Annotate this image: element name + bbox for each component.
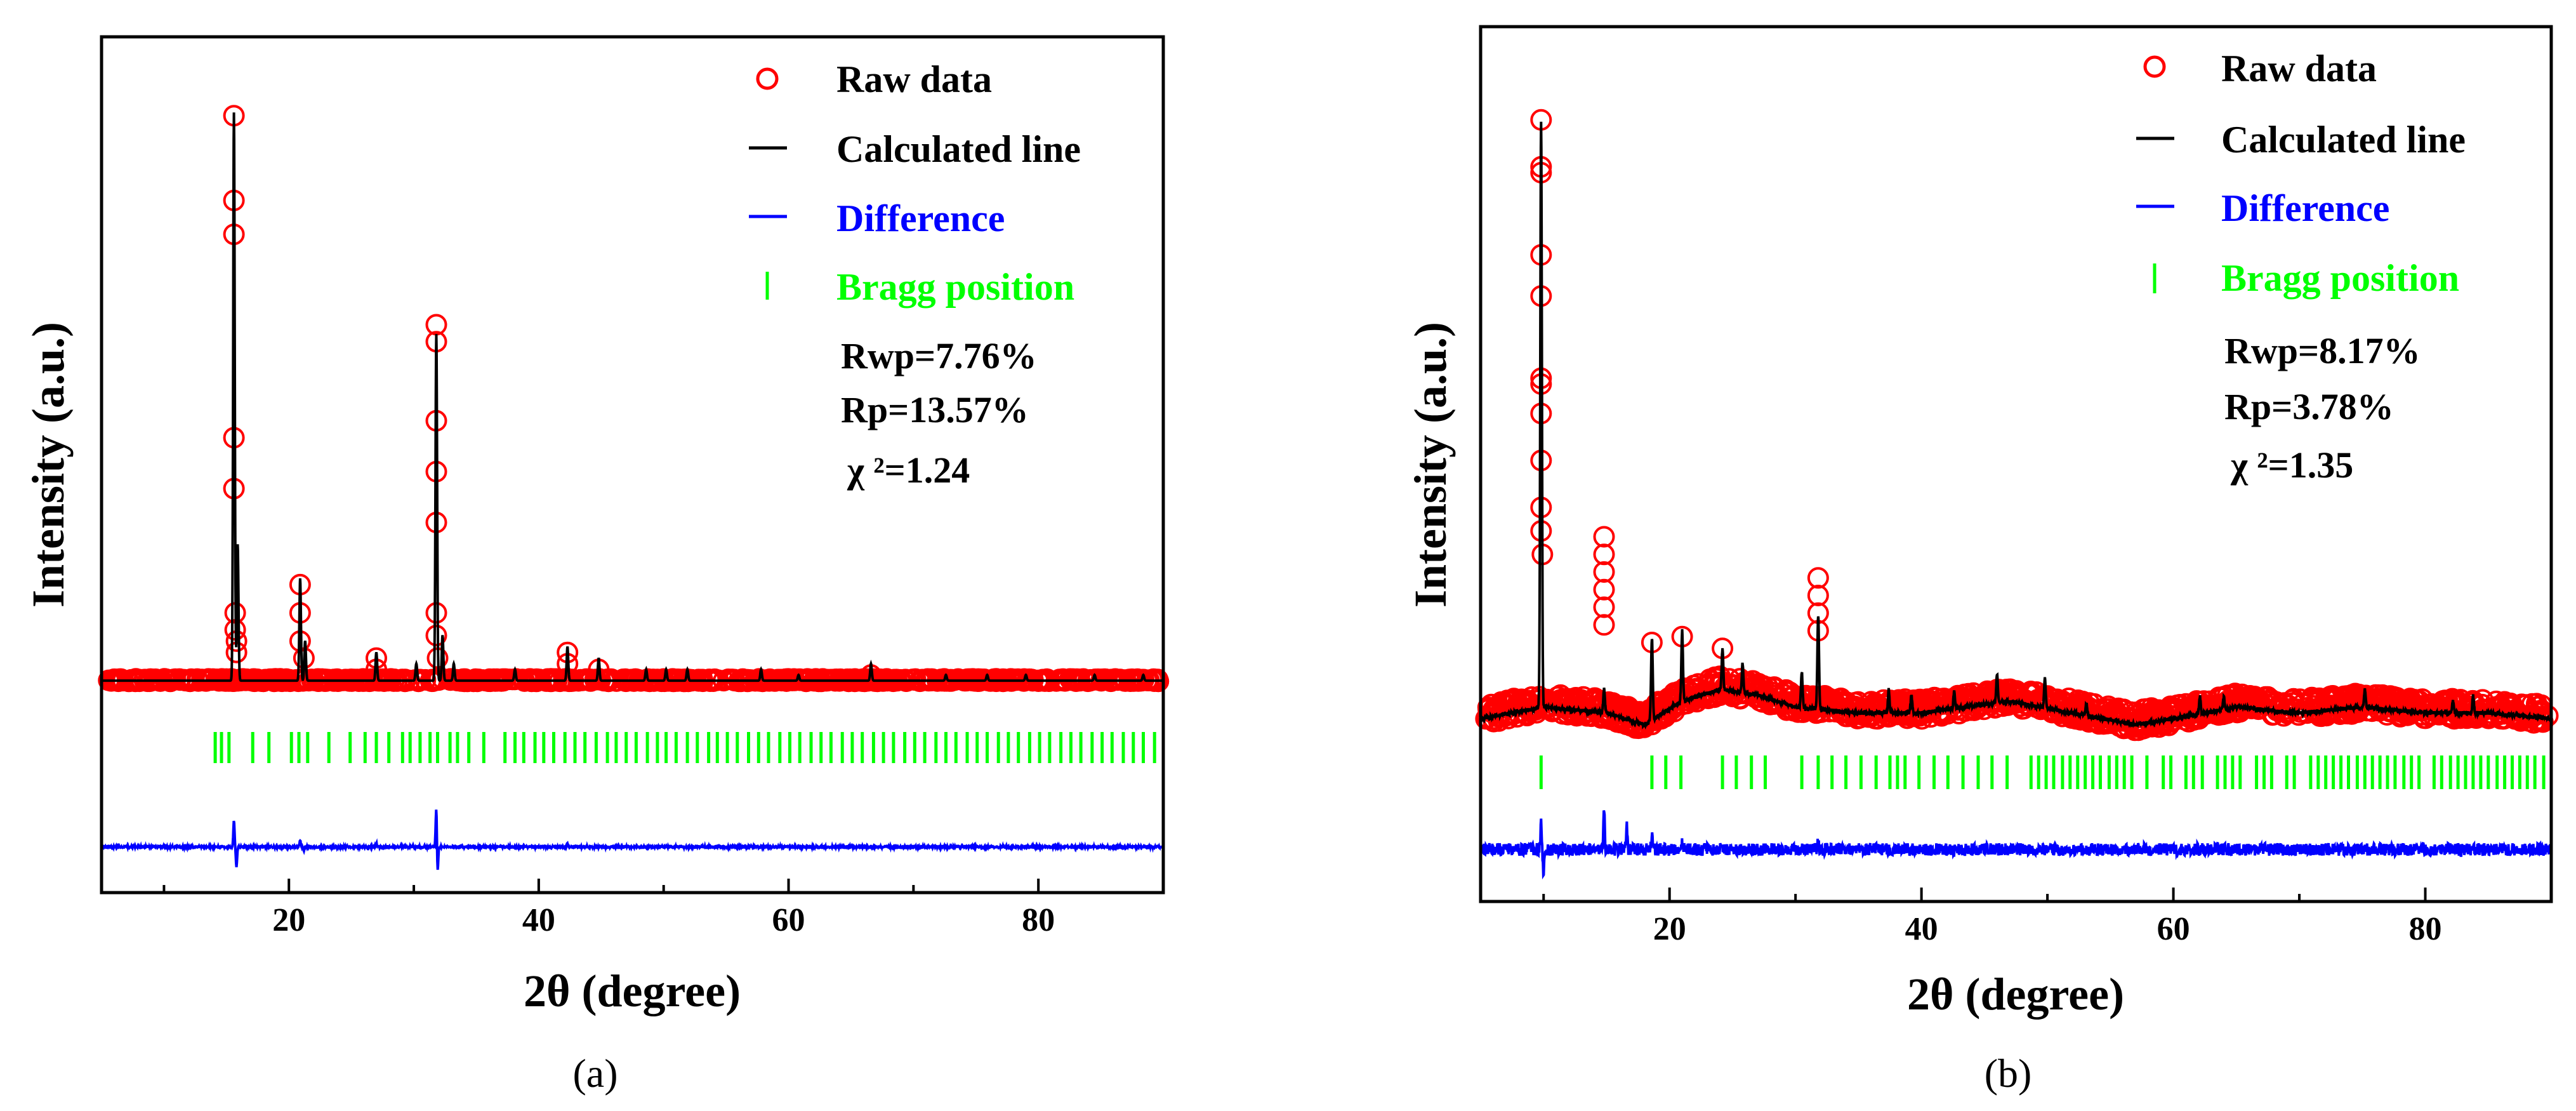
- raw-data-point: [452, 668, 474, 690]
- legend-b: Raw data Calculated line Difference Brag…: [2136, 48, 2466, 299]
- raw-data-point: [876, 668, 898, 690]
- x-tick-label: 60: [772, 902, 805, 938]
- x-tick-label: 40: [1905, 911, 1938, 947]
- legend-a: Raw data Calculated line Difference Brag…: [749, 58, 1081, 308]
- raw-data-point: [1512, 692, 1535, 714]
- legend-diff-label-a: Difference: [836, 197, 1005, 239]
- legend-raw-label-b: Raw data: [2221, 48, 2377, 90]
- legend-diff-label-b: Difference: [2221, 187, 2389, 229]
- raw-data-point: [1104, 668, 1126, 690]
- legend-bragg-label-a: Bragg position: [836, 266, 1074, 308]
- bragg-positions-b: [1539, 755, 2546, 789]
- stat-chi-b: χ ²=1.35: [2230, 444, 2353, 486]
- x-tick-label: 80: [2409, 911, 2442, 947]
- raw-data-point: [2505, 700, 2527, 722]
- x-tick-label: 80: [1022, 902, 1055, 938]
- panel-label-b: (b): [1985, 1051, 2032, 1096]
- legend-raw-label-a: Raw data: [836, 58, 992, 100]
- raw-data-point: [1948, 703, 1970, 725]
- raw-data-point: [1593, 561, 1615, 583]
- raw-data-point: [425, 602, 447, 624]
- plot-frame-a: [100, 35, 1165, 895]
- raw-data-point: [2008, 685, 2030, 707]
- legend-calc-label-b: Calculated line: [2221, 119, 2466, 161]
- x-tick-label: 40: [522, 902, 555, 938]
- bragg-positions-a: [213, 732, 1156, 763]
- panel-label-a: (a): [572, 1051, 618, 1096]
- plot-frame-b: [1479, 25, 2553, 903]
- raw-data-point: [1593, 526, 1615, 548]
- calculated-line-a: [102, 112, 1163, 682]
- raw-data-point: [836, 668, 859, 690]
- raw-data-point: [1556, 702, 1578, 724]
- x-ticks-b: 20 40 60 80: [1542, 888, 2553, 947]
- raw-data-point: [414, 669, 437, 691]
- x-ticks-a: 20 40 60 80: [162, 879, 1165, 938]
- raw-data-point: [139, 668, 161, 690]
- raw-data-point: [1860, 706, 1882, 728]
- raw-data-point: [1905, 705, 1927, 728]
- raw-data-point: [1593, 596, 1615, 618]
- calculated-line-b: [1479, 121, 2553, 730]
- raw-data-point: [308, 668, 330, 690]
- x-axis-title-a: 2θ (degree): [524, 966, 741, 1016]
- panel-b: 20 40 60 80 Intensity (a.u.) 2θ (degree) (b…: [1405, 25, 2559, 1096]
- raw-data-point: [774, 668, 796, 690]
- stat-rwp-a: Rwp=7.76%: [841, 335, 1037, 376]
- raw-data-point: [2183, 698, 2205, 720]
- difference-line-a: [100, 809, 1165, 870]
- stat-rp-b: Rp=3.78%: [2224, 386, 2394, 427]
- raw-data-point: [425, 625, 447, 646]
- raw-data-point: [1651, 703, 1673, 725]
- x-tick-label: 60: [2157, 911, 2190, 947]
- raw-data-point: [1593, 614, 1615, 636]
- plot-area-a: [98, 105, 1170, 870]
- legend-bragg-label-b: Bragg position: [2221, 257, 2459, 299]
- stat-rp-a: Rp=13.57%: [841, 389, 1029, 430]
- x-tick-label: 20: [272, 902, 305, 938]
- plot-area-b: [1475, 109, 2559, 880]
- x-tick-label: 20: [1653, 911, 1686, 947]
- legend-raw-marker-b: [2143, 55, 2166, 78]
- stat-rwp-b: Rwp=8.17%: [2224, 330, 2421, 371]
- raw-data-point: [1697, 688, 1719, 710]
- raw-data-point: [1807, 567, 1829, 589]
- y-axis-title-a: Intensity (a.u.): [23, 322, 74, 608]
- raw-data-point: [1708, 673, 1731, 695]
- y-axis-title-b: Intensity (a.u.): [1405, 322, 1456, 608]
- raw-data-point: [2255, 686, 2277, 709]
- raw-data-point: [1807, 585, 1829, 606]
- raw-data-point: [2320, 685, 2342, 707]
- legend-raw-marker-a: [756, 67, 779, 90]
- x-axis-title-b: 2θ (degree): [1907, 969, 2124, 1020]
- raw-data-point: [1593, 578, 1615, 601]
- raw-data-series-b: [1475, 109, 2559, 742]
- stat-chi-a: χ ²=1.24: [847, 449, 970, 491]
- difference-line-b: [1479, 810, 2553, 880]
- raw-data-point: [180, 668, 202, 690]
- legend-calc-label-a: Calculated line: [836, 128, 1081, 170]
- raw-data-point: [1916, 688, 1938, 710]
- panel-a: 20 40 60 80 Intensity (a.u.) 2θ (degree) (a…: [23, 35, 1170, 1096]
- raw-data-point: [2232, 693, 2254, 715]
- raw-data-point: [1572, 686, 1594, 708]
- raw-data-point: [1593, 543, 1615, 566]
